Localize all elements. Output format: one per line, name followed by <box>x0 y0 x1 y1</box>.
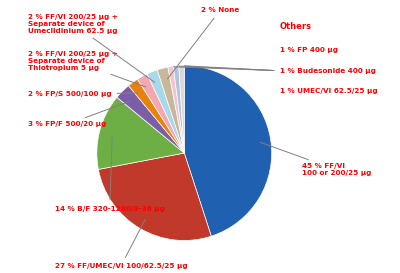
Wedge shape <box>97 97 184 170</box>
Text: 1 % Budesonide 400 μg: 1 % Budesonide 400 μg <box>280 68 376 74</box>
Text: 14 % B/F 320-1280/9-36 μg: 14 % B/F 320-1280/9-36 μg <box>55 137 165 212</box>
Wedge shape <box>157 67 184 153</box>
Wedge shape <box>147 70 184 153</box>
Text: 1 % FP 400 μg: 1 % FP 400 μg <box>280 48 338 54</box>
Text: 3 % FP/F 500/20 μg: 3 % FP/F 500/20 μg <box>28 102 129 127</box>
Wedge shape <box>128 79 184 153</box>
Wedge shape <box>98 153 211 241</box>
Wedge shape <box>184 66 272 236</box>
Wedge shape <box>173 66 184 153</box>
Text: 27 % FF/UMEC/VI 100/62.5/25 μg: 27 % FF/UMEC/VI 100/62.5/25 μg <box>55 219 188 269</box>
Text: 2 % None: 2 % None <box>168 7 239 79</box>
Text: Others: Others <box>280 22 312 31</box>
Text: 2 % FP/S 500/100 μg: 2 % FP/S 500/100 μg <box>28 91 138 97</box>
Wedge shape <box>138 74 184 153</box>
Wedge shape <box>117 86 184 153</box>
Text: 2 % FF/VI 200/25 μg +
Separate device of
Thiotropium 5 μg: 2 % FF/VI 200/25 μg + Separate device of… <box>28 51 146 87</box>
Text: 1 % UMEC/VI 62.5/25 μg: 1 % UMEC/VI 62.5/25 μg <box>280 88 378 94</box>
Wedge shape <box>179 66 184 153</box>
Text: 2 % FF/VI 200/25 μg +
Separate device of
Umeclidinium 62.5 μg: 2 % FF/VI 200/25 μg + Separate device of… <box>28 14 155 82</box>
Wedge shape <box>168 66 184 153</box>
Text: 45 % FF/VI
100 or 200/25 μg: 45 % FF/VI 100 or 200/25 μg <box>260 142 371 176</box>
